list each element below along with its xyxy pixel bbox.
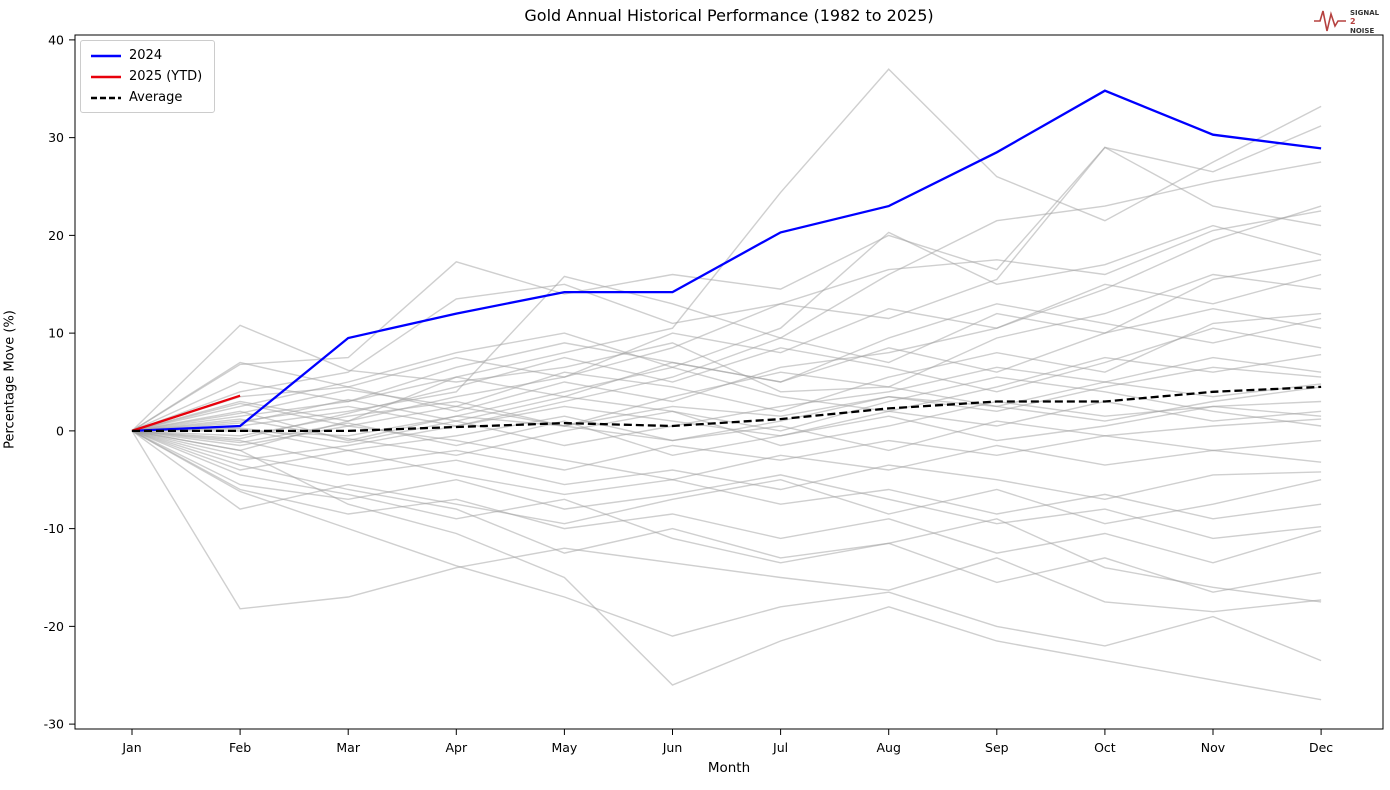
historical-year-line-21 [131,430,1322,564]
series-line-2024 [131,89,1322,433]
historical-year-line-5 [131,224,1322,432]
historical-year-line-18 [131,430,1322,501]
y-tick-label: 0 [56,423,64,438]
x-tick-label: Oct [1094,740,1116,755]
legend-label-2024: 2024 [129,48,163,63]
x-tick-label: Apr [445,740,467,755]
y-tick-label: -20 [44,619,64,634]
historical-year-line-1 [131,125,1322,432]
x-tick-label: Feb [229,740,251,755]
historical-year-line-8 [131,259,1322,432]
legend-swatch-2024 [91,54,121,57]
historical-year-line-27 [131,273,1322,432]
legend-swatch-average [91,96,121,99]
historical-year-line-20 [131,430,1322,540]
x-axis-label: Month [707,760,751,776]
series-line-average [132,385,1322,433]
y-tick-label: -30 [44,717,64,732]
y-tick-label: 20 [48,228,64,243]
series-line-2025-ytd- [131,394,241,432]
plot-frame [74,34,1384,730]
y-tick-label: 30 [48,130,64,145]
historical-year-line-32 [131,307,1322,432]
historical-year-line-0 [131,273,1322,432]
x-tick-label: Nov [1201,740,1226,755]
historical-year-line-19 [131,430,1322,520]
heartbeat-icon [1314,10,1346,32]
signal2noise-logo: SIGNAL 2 NOISE [1314,9,1380,35]
historical-year-line-4 [131,210,1322,432]
x-tick-label: May [551,740,577,755]
x-tick-label: Jul [772,740,788,755]
historical-year-line-2 [131,68,1322,432]
x-tick-label: Jan [121,740,141,755]
historical-year-line-31 [131,405,1322,457]
historical-year-line-25 [131,430,1322,701]
logo-text-noise: NOISE [1350,27,1374,35]
historical-year-line-14 [131,400,1322,461]
legend-label-2025: 2025 (YTD) [129,69,203,84]
historical-year-line-15 [131,415,1322,452]
historical-year-line-23 [131,430,1322,613]
historical-year-line-35 [131,430,1322,525]
historical-year-line-9 [131,312,1322,447]
x-tick-label: Sep [985,740,1009,755]
historical-year-line-12 [131,366,1322,442]
logo-text-2: 2 [1350,17,1356,26]
legend: 2024 2025 (YTD) Average [80,40,216,113]
y-tick-label: 10 [48,326,64,341]
historical-year-line-3 [131,161,1322,432]
legend-item-average: Average [91,90,202,105]
x-tick-label: Jun [662,740,683,755]
y-tick-label: -10 [44,521,64,536]
y-tick-label: 40 [48,32,64,47]
legend-label-average: Average [129,90,183,105]
historical-year-line-17 [131,402,1322,481]
x-tick-label: Dec [1309,740,1333,755]
historical-year-line-22 [131,430,1322,603]
historical-year-line-24 [131,430,1322,662]
logo-text-signal: SIGNAL [1350,9,1380,17]
x-tick-label: Mar [336,740,360,755]
x-tick-label: Aug [876,740,900,755]
chart-title: Gold Annual Historical Performance (1982… [524,6,934,25]
historical-year-line-29 [131,376,1322,444]
historical-year-line-6 [131,146,1322,452]
historical-year-line-16 [131,430,1322,471]
historical-year-line-30 [131,356,1322,432]
legend-item-2024: 2024 [91,48,202,63]
legend-swatch-2025 [91,75,121,78]
historical-year-line-34 [132,386,1322,437]
historical-year-line-33 [131,430,1322,593]
legend-item-2025: 2025 (YTD) [91,69,202,84]
historical-year-line-11 [131,366,1322,447]
